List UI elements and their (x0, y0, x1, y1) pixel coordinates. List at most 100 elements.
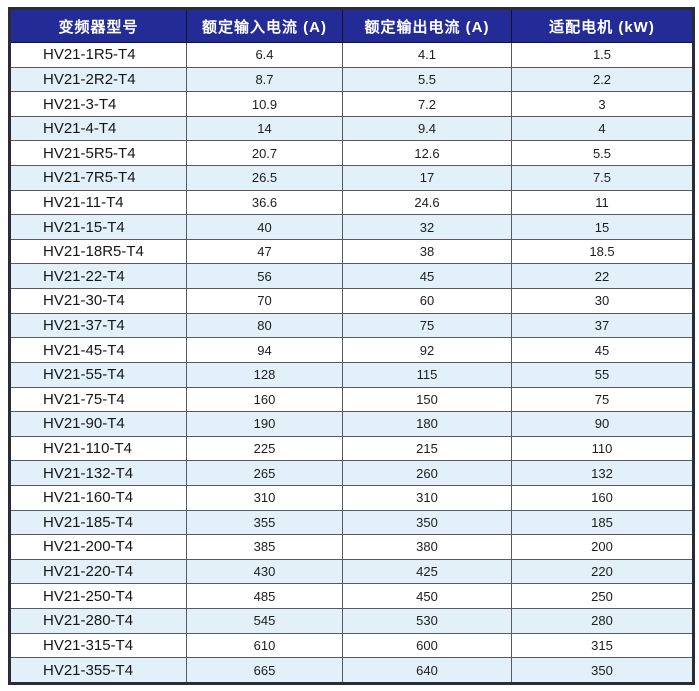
col-header-model: 变频器型号 (9, 8, 187, 43)
motor-power-cell: 90 (511, 411, 694, 437)
motor-power-cell: 7.5 (511, 165, 694, 191)
output-current-cell: 600 (342, 632, 512, 659)
table-row: HV21-4-T4 14 9.4 4 (9, 115, 694, 142)
output-current-cell: 180 (342, 411, 512, 437)
input-current-cell: 190 (186, 411, 343, 437)
motor-power-cell: 11 (511, 189, 694, 216)
output-current-cell: 450 (342, 583, 512, 610)
model-cell: HV21-45-T4 (9, 337, 187, 363)
table-row: HV21-185-T4 355 350 185 (9, 509, 694, 536)
input-current-cell: 6.4 (186, 42, 343, 68)
table-row: HV21-2R2-T4 8.7 5.5 2.2 (9, 66, 694, 93)
motor-power-cell: 22 (511, 263, 694, 290)
model-cell: HV21-220-T4 (9, 558, 187, 585)
table-row: HV21-90-T4 190 180 90 (9, 411, 694, 437)
model-cell: HV21-200-T4 (9, 534, 187, 560)
motor-power-cell: 250 (511, 583, 694, 610)
model-cell: HV21-3-T4 (9, 91, 187, 117)
input-current-cell: 36.6 (186, 189, 343, 216)
input-current-cell: 56 (186, 263, 343, 290)
output-current-cell: 115 (342, 361, 512, 388)
motor-power-cell: 5.5 (511, 140, 694, 167)
model-cell: HV21-30-T4 (9, 288, 187, 314)
motor-power-cell: 350 (511, 657, 694, 684)
motor-power-cell: 75 (511, 386, 694, 413)
input-current-cell: 355 (186, 509, 343, 536)
table-row: HV21-7R5-T4 26.5 17 7.5 (9, 165, 694, 191)
output-current-cell: 215 (342, 435, 512, 462)
input-current-cell: 160 (186, 386, 343, 413)
table-row: HV21-200-T4 385 380 200 (9, 534, 694, 560)
output-current-cell: 7.2 (342, 91, 512, 117)
table-row: HV21-132-T4 265 260 132 (9, 460, 694, 486)
input-current-cell: 14 (186, 115, 343, 142)
model-cell: HV21-132-T4 (9, 460, 187, 486)
motor-power-cell: 200 (511, 534, 694, 560)
model-cell: HV21-15-T4 (9, 214, 187, 240)
output-current-cell: 260 (342, 460, 512, 486)
output-current-cell: 425 (342, 558, 512, 585)
table-row: HV21-3-T4 10.9 7.2 3 (9, 91, 694, 117)
input-current-cell: 40 (186, 214, 343, 240)
input-current-cell: 8.7 (186, 66, 343, 93)
output-current-cell: 60 (342, 288, 512, 314)
model-cell: HV21-75-T4 (9, 386, 187, 413)
table-row: HV21-5R5-T4 20.7 12.6 5.5 (9, 140, 694, 167)
output-current-cell: 17 (342, 165, 512, 191)
model-cell: HV21-11-T4 (9, 189, 187, 216)
input-current-cell: 430 (186, 558, 343, 585)
input-current-cell: 665 (186, 657, 343, 684)
inverter-spec-table: 变频器型号 额定输入电流 (A) 额定输出电流 (A) 适配电机 (kW) HV… (8, 7, 695, 685)
model-cell: HV21-160-T4 (9, 484, 187, 511)
motor-power-cell: 55 (511, 361, 694, 388)
output-current-cell: 92 (342, 337, 512, 363)
table-row: HV21-55-T4 128 115 55 (9, 361, 694, 388)
input-current-cell: 94 (186, 337, 343, 363)
table-row: HV21-22-T4 56 45 22 (9, 263, 694, 290)
model-cell: HV21-355-T4 (9, 657, 187, 684)
input-current-cell: 70 (186, 288, 343, 314)
table-row: HV21-220-T4 430 425 220 (9, 558, 694, 585)
motor-power-cell: 132 (511, 460, 694, 486)
model-cell: HV21-7R5-T4 (9, 165, 187, 191)
motor-power-cell: 4 (511, 115, 694, 142)
input-current-cell: 265 (186, 460, 343, 486)
motor-power-cell: 15 (511, 214, 694, 240)
output-current-cell: 5.5 (342, 66, 512, 93)
output-current-cell: 640 (342, 657, 512, 684)
table-row: HV21-250-T4 485 450 250 (9, 583, 694, 610)
model-cell: HV21-280-T4 (9, 608, 187, 634)
table-row: HV21-355-T4 665 640 350 (9, 657, 694, 684)
table-body: HV21-1R5-T4 6.4 4.1 1.5 HV21-2R2-T4 8.7 5.5 2.2… (9, 42, 694, 684)
table-header-row: 变频器型号 额定输入电流 (A) 额定输出电流 (A) 适配电机 (kW) (9, 8, 694, 43)
motor-power-cell: 1.5 (511, 42, 694, 68)
motor-power-cell: 37 (511, 312, 694, 339)
table-row: HV21-315-T4 610 600 315 (9, 632, 694, 659)
table-row: HV21-110-T4 225 215 110 (9, 435, 694, 462)
table-header: 变频器型号 额定输入电流 (A) 额定输出电流 (A) 适配电机 (kW) (9, 8, 694, 43)
motor-power-cell: 110 (511, 435, 694, 462)
output-current-cell: 38 (342, 238, 512, 265)
model-cell: HV21-250-T4 (9, 583, 187, 610)
output-current-cell: 12.6 (342, 140, 512, 167)
input-current-cell: 20.7 (186, 140, 343, 167)
input-current-cell: 47 (186, 238, 343, 265)
input-current-cell: 128 (186, 361, 343, 388)
output-current-cell: 24.6 (342, 189, 512, 216)
table-row: HV21-160-T4 310 310 160 (9, 484, 694, 511)
table-row: HV21-75-T4 160 150 75 (9, 386, 694, 413)
table-row: HV21-280-T4 545 530 280 (9, 608, 694, 634)
motor-power-cell: 45 (511, 337, 694, 363)
motor-power-cell: 160 (511, 484, 694, 511)
input-current-cell: 385 (186, 534, 343, 560)
output-current-cell: 350 (342, 509, 512, 536)
col-header-input-current: 额定输入电流 (A) (186, 8, 343, 43)
motor-power-cell: 30 (511, 288, 694, 314)
col-header-output-current: 额定输出电流 (A) (342, 8, 512, 43)
output-current-cell: 4.1 (342, 42, 512, 68)
input-current-cell: 10.9 (186, 91, 343, 117)
input-current-cell: 545 (186, 608, 343, 634)
model-cell: HV21-315-T4 (9, 632, 187, 659)
table-row: HV21-18R5-T4 47 38 18.5 (9, 238, 694, 265)
